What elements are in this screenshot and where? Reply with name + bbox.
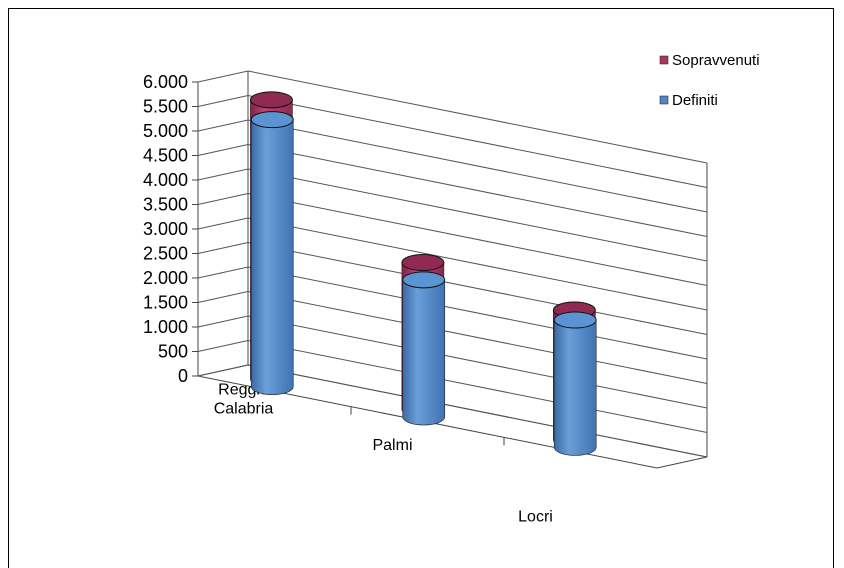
cylinder-body [553,319,597,456]
y-tick-label: 5.000 [143,121,188,141]
legend-marker-definiti [659,95,669,105]
x-category-label: Locri [518,509,553,526]
cylinder-top [250,111,294,129]
gridline [197,241,708,335]
cylinder-top [402,271,446,289]
gridline [197,168,708,262]
gridline [197,192,708,286]
cylinder-top [401,254,445,272]
y-tick-label: 6.000 [143,72,188,92]
cylinder-top [553,311,597,329]
gridline [197,94,708,188]
legend: Sopravvenuti Definiti [659,52,760,109]
bars [249,91,597,456]
y-tick-label: 0 [178,366,188,386]
x-category-label: Palmi [372,437,412,454]
y-tick-label: 500 [158,342,188,362]
y-tick-label: 4.500 [143,146,188,166]
bar-definiti-1 [402,271,446,426]
cylinder-body [402,279,446,426]
chart-frame [8,8,834,568]
gridline [197,119,708,213]
y-tick-label: 5.500 [143,97,188,117]
legend-marker-sopravvenuti [659,55,669,65]
y-tick-label: 2.500 [143,244,188,264]
y-tick-label: 3.500 [143,195,188,215]
y-tick-label: 1.500 [143,293,188,313]
bar-definiti-2 [553,311,597,456]
cylinder-body [250,119,294,395]
y-tick-label: 1.000 [143,317,188,337]
y-tick-label: 2.000 [143,268,188,288]
y-tick-label: 3.000 [143,219,188,239]
gridlines [197,70,708,458]
gridline [197,217,708,311]
legend-label-sopravvenuti: Sopravvenuti [672,52,760,69]
y-axis-ticks: 0 500 1.000 1.500 2.000 2.500 3.000 3.500 4.000 4… [143,72,198,386]
legend-label-definiti: Definiti [672,92,718,109]
y-tick-label: 4.000 [143,170,188,190]
gridline [197,143,708,237]
bar-definiti-0 [250,111,294,395]
gridline [197,70,708,164]
cylinder-top [249,91,293,109]
